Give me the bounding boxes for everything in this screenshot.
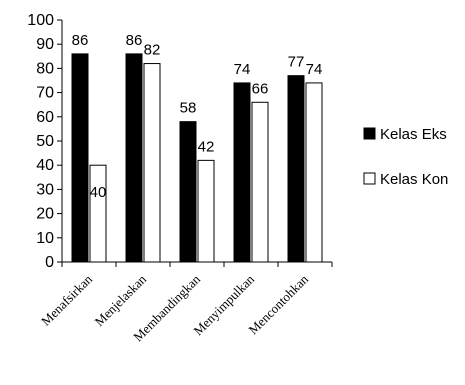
bar-kelas-kon bbox=[305, 82, 323, 263]
bar-kelas-kon bbox=[143, 63, 161, 263]
x-tick-label: Menafsirkan bbox=[38, 271, 95, 328]
y-tick-label: 100 bbox=[27, 12, 54, 29]
bar-kelas-eks bbox=[233, 82, 251, 263]
y-tick-label: 60 bbox=[36, 109, 54, 126]
y-tick-label: 50 bbox=[36, 133, 54, 150]
data-label: 86 bbox=[126, 32, 143, 49]
x-axis: MenafsirkanMenjelaskanMembandingkanMenyi… bbox=[38, 261, 333, 344]
data-label: 77 bbox=[288, 54, 305, 71]
data-label: 74 bbox=[306, 61, 323, 78]
bar-kelas-eks bbox=[71, 53, 89, 263]
y-tick-label: 0 bbox=[45, 254, 54, 271]
bar-kelas-eks bbox=[287, 75, 305, 263]
data-label: 66 bbox=[252, 80, 269, 97]
data-label: 40 bbox=[90, 184, 107, 201]
bar-kelas-eks bbox=[179, 121, 197, 263]
y-tick-label: 90 bbox=[36, 36, 54, 53]
data-label: 42 bbox=[198, 138, 215, 155]
bar-kelas-kon bbox=[197, 159, 215, 263]
y-axis: 0 10 20 30 40 50 60 70 80 90 100 bbox=[27, 12, 63, 271]
data-label: 82 bbox=[144, 42, 161, 59]
legend-swatch bbox=[363, 172, 376, 185]
data-label: 86 bbox=[72, 32, 89, 49]
bar-kelas-eks bbox=[125, 53, 143, 263]
bar-kelas-kon bbox=[251, 101, 269, 263]
y-tick-label: 70 bbox=[36, 85, 54, 102]
y-tick-label: 80 bbox=[36, 60, 54, 77]
y-tick-label: 10 bbox=[36, 230, 54, 247]
data-label: 58 bbox=[180, 100, 197, 117]
y-tick-label: 40 bbox=[36, 157, 54, 174]
bars bbox=[71, 53, 323, 263]
y-tick-label: 20 bbox=[36, 206, 54, 223]
legend-label: Kelas Eks bbox=[380, 126, 447, 143]
legend-swatch bbox=[363, 127, 376, 140]
bar-kelas-kon bbox=[89, 164, 107, 263]
legend-label: Kelas Kon bbox=[380, 171, 448, 188]
x-tick-label: Menjelaskan bbox=[92, 271, 150, 329]
data-label: 74 bbox=[234, 61, 251, 78]
legend: Kelas Eks Kelas Kon bbox=[363, 126, 448, 188]
y-tick-label: 30 bbox=[36, 181, 54, 198]
